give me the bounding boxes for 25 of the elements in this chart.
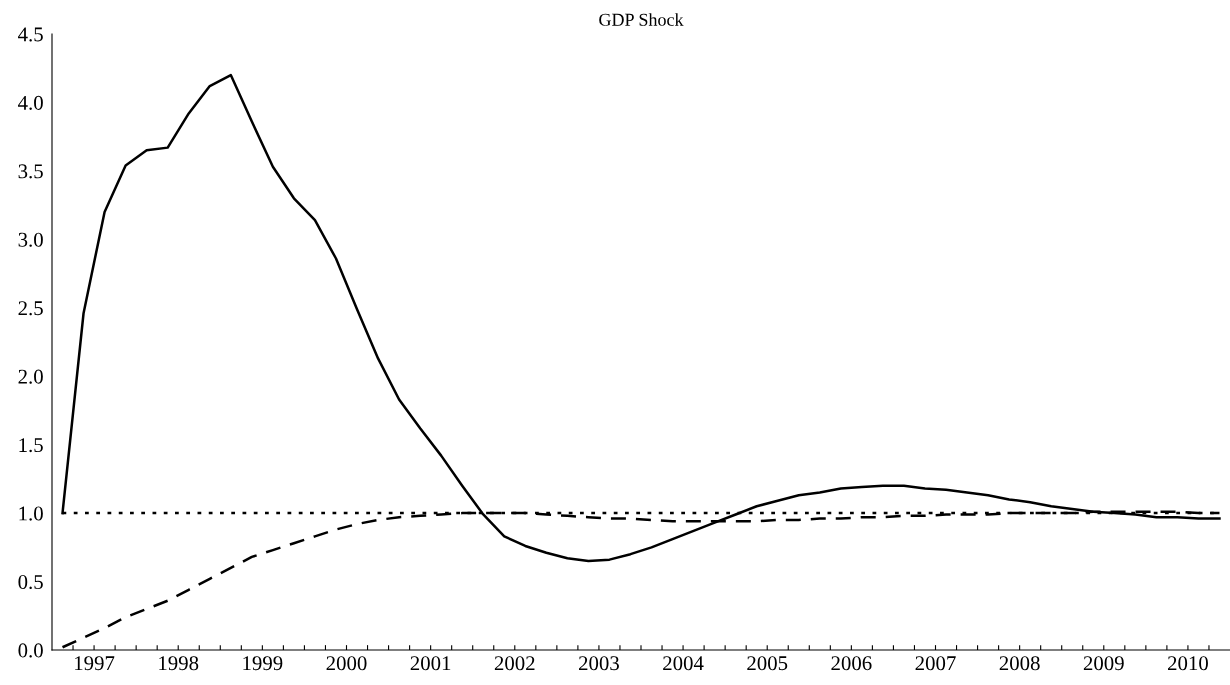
x-tick-label: 2004 — [663, 656, 704, 671]
x-tick-label: 2005 — [747, 656, 788, 671]
x-tick-label: 2010 — [1168, 656, 1208, 671]
x-tick-label: 2008 — [999, 656, 1040, 671]
y-tick-label: 4.0 — [18, 95, 43, 110]
y-tick-label: 3.0 — [18, 232, 43, 247]
x-tick-label: 1998 — [159, 656, 199, 671]
y-tick-label: 3.5 — [18, 164, 43, 179]
chart-title: GDP Shock — [599, 13, 684, 26]
x-tick-label: 2009 — [1083, 656, 1124, 671]
y-tick-label: 2.0 — [18, 369, 43, 384]
x-tick-label: 2001 — [410, 656, 451, 671]
x-tick-label: 2000 — [326, 656, 367, 671]
y-tick-label: 4.5 — [18, 27, 43, 42]
x-tick-label: 2002 — [494, 656, 535, 671]
y-tick-label: 1.0 — [19, 506, 43, 521]
y-tick-label: 0.5 — [18, 574, 43, 590]
x-tick-label: 1999 — [243, 656, 283, 671]
x-tick-label: 2007 — [915, 656, 956, 671]
x-tick-label: 2006 — [831, 656, 872, 671]
x-tick-label: 1997 — [75, 656, 115, 671]
x-tick-label: 2003 — [579, 656, 619, 671]
y-tick-label: 2.5 — [18, 301, 43, 316]
y-tick-label: 1.5 — [19, 438, 43, 453]
y-tick-label: 0.0 — [18, 643, 43, 658]
